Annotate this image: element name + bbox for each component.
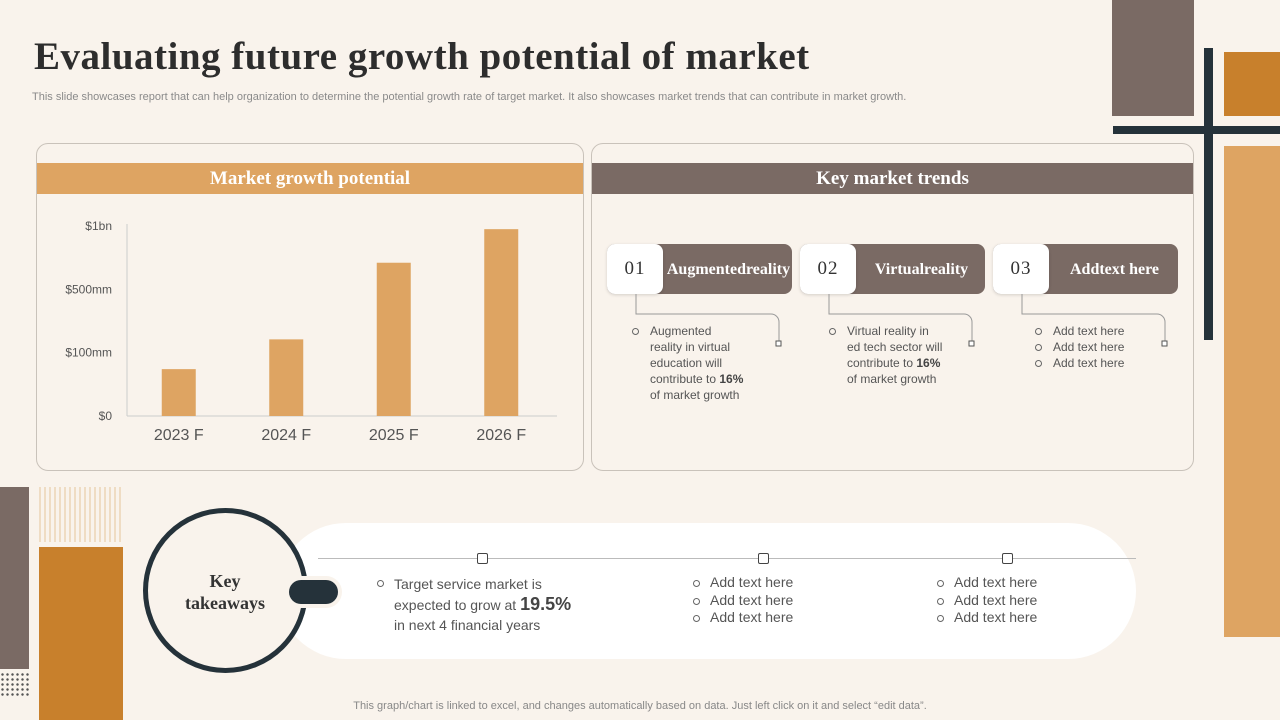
- decor-block-orange: [1224, 52, 1280, 116]
- list-item: Add text here: [936, 592, 1096, 610]
- trend-list-1: Augmented reality in virtual education wil…: [632, 323, 772, 403]
- list-item: Add text here: [1035, 355, 1175, 371]
- list-item: Add text here: [936, 574, 1096, 592]
- decor-block-orange-left: [39, 547, 123, 720]
- x-tick-label: 2026 F: [476, 427, 526, 444]
- decor-stripes: [39, 487, 123, 542]
- trend-connector-2: [828, 294, 975, 347]
- y-tick-label: $0: [99, 409, 113, 423]
- list-item: Target service market is expected to grow…: [376, 574, 606, 635]
- x-tick-label: 2023 F: [154, 427, 204, 444]
- key-trends-panel: Key market trends Augmented reality 01 Au…: [591, 143, 1194, 471]
- decor-block-taupe: [1112, 0, 1194, 116]
- key-connector-pill: [289, 580, 338, 604]
- bar: [484, 229, 519, 416]
- market-growth-header: Market growth potential: [37, 163, 583, 194]
- trend-label: Add text here: [1069, 260, 1160, 278]
- list-item: Add text here: [692, 592, 852, 610]
- decor-line-horizontal: [1113, 126, 1280, 134]
- trend-card-3[interactable]: Add text here 03: [993, 244, 1178, 294]
- trend-connector-3: [1021, 294, 1168, 347]
- trend-number: 03: [993, 244, 1049, 294]
- list-item: Add text here: [692, 609, 852, 627]
- trend-number: 01: [607, 244, 663, 294]
- key-trends-header: Key market trends: [592, 163, 1193, 194]
- trend-number: 02: [800, 244, 856, 294]
- takeaway-marker-3: [1002, 553, 1013, 564]
- page-subtitle: This slide showcases report that can hel…: [32, 91, 907, 103]
- page-title: Evaluating future growth potential of ma…: [34, 35, 810, 78]
- list-item: Virtual reality in ed tech sector will con…: [829, 323, 969, 387]
- bar: [376, 262, 411, 416]
- list-item: Add text here: [936, 609, 1096, 627]
- x-tick-label: 2024 F: [261, 427, 311, 444]
- footer-note: This graph/chart is linked to excel, and…: [353, 700, 927, 712]
- x-tick-label: 2025 F: [369, 427, 419, 444]
- takeaway-marker-2: [758, 553, 769, 564]
- list-item: Augmented reality in virtual education wil…: [632, 323, 772, 403]
- takeaways-band: [278, 523, 1136, 659]
- decor-bar-taupe-left: [0, 487, 29, 669]
- decor-bar-orange: [1224, 146, 1280, 637]
- y-tick-label: $100mm: [65, 346, 112, 360]
- takeaway-list-1: Target service market is expected to grow…: [376, 574, 606, 635]
- trend-card-1[interactable]: Augmented reality 01: [607, 244, 792, 294]
- decor-dots: [0, 672, 30, 696]
- trend-list-2: Virtual reality in ed tech sector will con…: [829, 323, 969, 387]
- market-growth-chart[interactable]: $0 $100mm $500mm $1bn 2023 F 2024 F 2025 F 2026…: [37, 144, 585, 472]
- trend-card-2[interactable]: Virtual reality 02: [800, 244, 985, 294]
- trend-list-3: Add text here Add text here Add text her…: [1035, 323, 1175, 371]
- trend-label: Augmented reality: [666, 260, 791, 278]
- list-item: Add text here: [692, 574, 852, 592]
- takeaways-line: [318, 558, 1136, 559]
- bar: [161, 369, 196, 416]
- takeaway-list-2: Add text here Add text here Add text her…: [692, 574, 852, 627]
- list-item: Add text here: [1035, 323, 1175, 339]
- y-tick-label: $1bn: [85, 219, 112, 233]
- takeaway-marker-1: [477, 553, 488, 564]
- trend-label: Virtual reality: [874, 260, 969, 278]
- market-growth-panel: Market growth potential $0 $100mm $500mm $1…: [36, 143, 584, 471]
- y-tick-label: $500mm: [65, 282, 112, 296]
- key-takeaways-label: Key takeaways: [185, 571, 265, 613]
- takeaway-list-3: Add text here Add text here Add text her…: [936, 574, 1096, 627]
- decor-line-vertical: [1204, 48, 1213, 340]
- trend-connector-1: [635, 294, 782, 347]
- list-item: Add text here: [1035, 339, 1175, 355]
- bar: [269, 339, 304, 416]
